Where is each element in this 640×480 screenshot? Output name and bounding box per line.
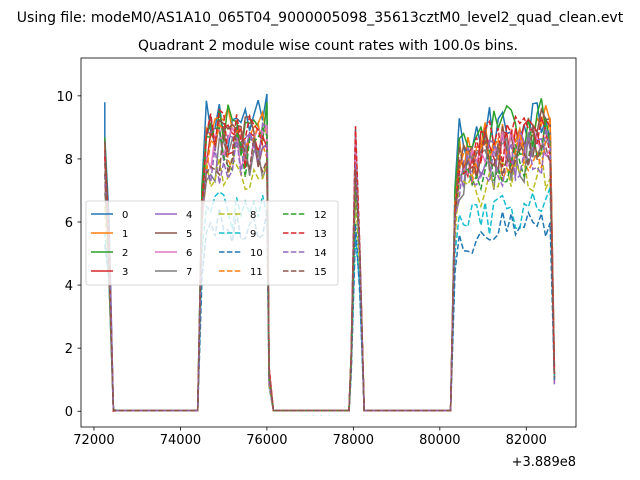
legend-label-10: 10 bbox=[250, 248, 263, 259]
axes-frame bbox=[80, 57, 577, 428]
legend-label-15: 15 bbox=[314, 267, 327, 278]
legend-label-4: 4 bbox=[186, 210, 192, 221]
legend-label-2: 2 bbox=[122, 248, 128, 259]
legend-label-8: 8 bbox=[250, 210, 256, 221]
y-tick-label: 4 bbox=[65, 279, 73, 294]
legend-label-9: 9 bbox=[250, 229, 256, 240]
y-tick-label: 10 bbox=[56, 90, 73, 105]
legend-label-12: 12 bbox=[314, 210, 327, 221]
legend-label-11: 11 bbox=[250, 267, 263, 278]
legend-label-6: 6 bbox=[186, 248, 192, 259]
series-line-13 bbox=[104, 108, 556, 412]
legend-label-13: 13 bbox=[314, 229, 327, 240]
x-tick-label: 76000 bbox=[246, 433, 287, 448]
legend-label-5: 5 bbox=[186, 229, 192, 240]
y-tick-label: 6 bbox=[65, 216, 73, 231]
x-offset-label: +3.889e8 bbox=[512, 455, 576, 470]
legend-label-1: 1 bbox=[122, 229, 128, 240]
series-lines bbox=[104, 93, 556, 412]
y-tick-label: 8 bbox=[65, 153, 73, 168]
x-tick-label: 80000 bbox=[419, 433, 460, 448]
x-tick-label: 78000 bbox=[333, 433, 374, 448]
legend-label-7: 7 bbox=[186, 267, 192, 278]
y-tick-label: 2 bbox=[65, 342, 73, 357]
y-tick-label: 0 bbox=[65, 405, 73, 420]
x-tick-label: 72000 bbox=[73, 433, 114, 448]
x-tick-label: 74000 bbox=[160, 433, 201, 448]
legend-label-3: 3 bbox=[122, 267, 128, 278]
chart-title: Quadrant 2 module wise count rates with … bbox=[138, 38, 518, 54]
series-line-15 bbox=[104, 124, 556, 412]
axes: 72000 74000 76000 78000 80000 820000246810+3.… bbox=[56, 57, 577, 470]
legend-label-0: 0 bbox=[122, 210, 128, 221]
x-tick-label: 82000 bbox=[506, 433, 547, 448]
legend-label-14: 14 bbox=[314, 248, 327, 259]
legend-box bbox=[85, 200, 339, 286]
chart-suptitle: Using file: modeM0/AS1A10_065T04_9000005… bbox=[17, 10, 624, 26]
series-line-9 bbox=[104, 187, 556, 412]
